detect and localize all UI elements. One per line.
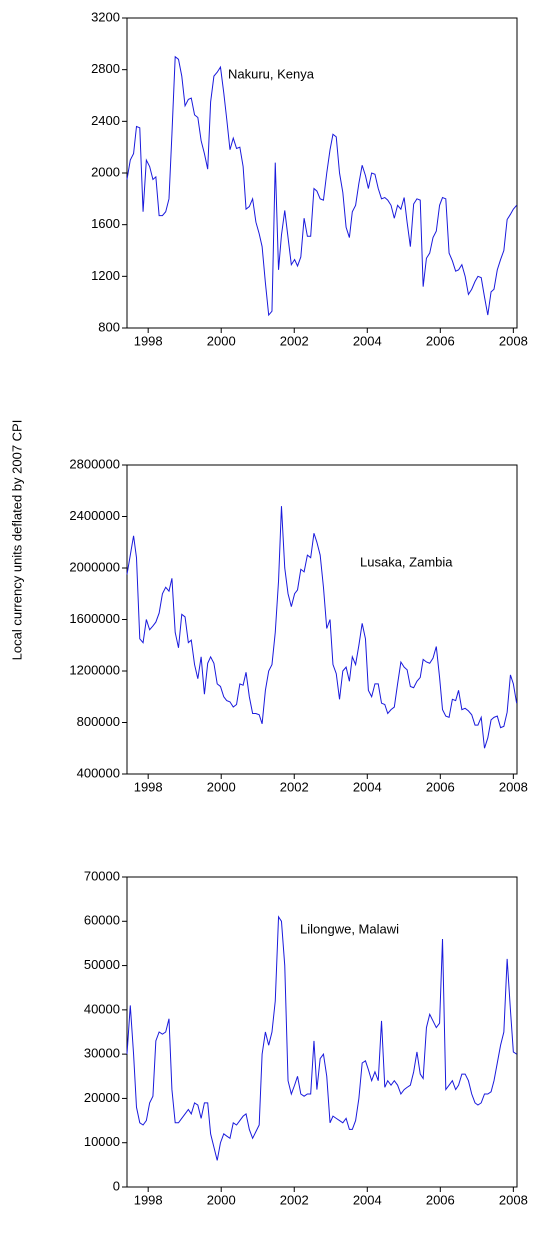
y-tick-label: 3200: [91, 9, 120, 24]
x-tick-label: 2006: [426, 779, 455, 794]
plot-frame: [126, 17, 518, 329]
y-tick-label: 2400000: [69, 508, 120, 523]
y-tick-label: 400000: [77, 765, 120, 780]
y-tick-label: 2000000: [69, 559, 120, 574]
y-tick-label: 40000: [84, 1001, 120, 1016]
x-tick-label: 2004: [353, 333, 382, 348]
y-tick-label: 2000: [91, 164, 120, 179]
y-tick-label: 2800000: [69, 456, 120, 471]
y-tick-label: 1200: [91, 268, 120, 283]
x-tick-label: 2000: [207, 333, 236, 348]
x-tick-label: 1998: [134, 779, 163, 794]
y-tick-label: 2800: [91, 61, 120, 76]
x-tick-label: 2006: [426, 333, 455, 348]
y-tick-label: 70000: [84, 868, 120, 883]
price-line: [126, 506, 518, 749]
x-tick-label: 2002: [280, 779, 309, 794]
price-line: [126, 915, 517, 1161]
x-tick-label: 2002: [280, 333, 309, 348]
y-axis-label: Local currency units deflated by 2007 CP…: [9, 420, 24, 661]
annotation: Lusaka, Zambia: [360, 554, 453, 569]
y-tick-label: 0: [113, 1178, 120, 1193]
y-tick-label: 10000: [84, 1134, 120, 1149]
x-tick-label: 2008: [499, 779, 528, 794]
price-line: [126, 55, 518, 317]
x-tick-label: 2002: [280, 1192, 309, 1207]
y-tick-label: 1600: [91, 216, 120, 231]
x-tick-label: 2004: [353, 1192, 382, 1207]
y-tick-label: 2400: [91, 113, 120, 128]
x-tick-label: 2006: [426, 1192, 455, 1207]
x-tick-label: 2000: [207, 1192, 236, 1207]
x-tick-label: 2008: [499, 1192, 528, 1207]
y-tick-label: 800: [98, 319, 120, 334]
x-tick-label: 1998: [134, 1192, 163, 1207]
annotation: Lilongwe, Malawi: [300, 921, 399, 936]
x-tick-label: 2000: [207, 779, 236, 794]
plot-frame: [126, 876, 518, 1188]
y-tick-label: 800000: [77, 714, 120, 729]
x-tick-label: 2008: [499, 333, 528, 348]
x-tick-label: 1998: [134, 333, 163, 348]
y-tick-label: 60000: [84, 913, 120, 928]
annotation: Nakuru, Kenya: [228, 66, 315, 81]
y-tick-label: 50000: [84, 957, 120, 972]
x-tick-label: 2004: [353, 779, 382, 794]
y-tick-label: 1600000: [69, 611, 120, 626]
y-tick-label: 1200000: [69, 662, 120, 677]
y-tick-label: 20000: [84, 1090, 120, 1105]
y-tick-label: 30000: [84, 1046, 120, 1061]
